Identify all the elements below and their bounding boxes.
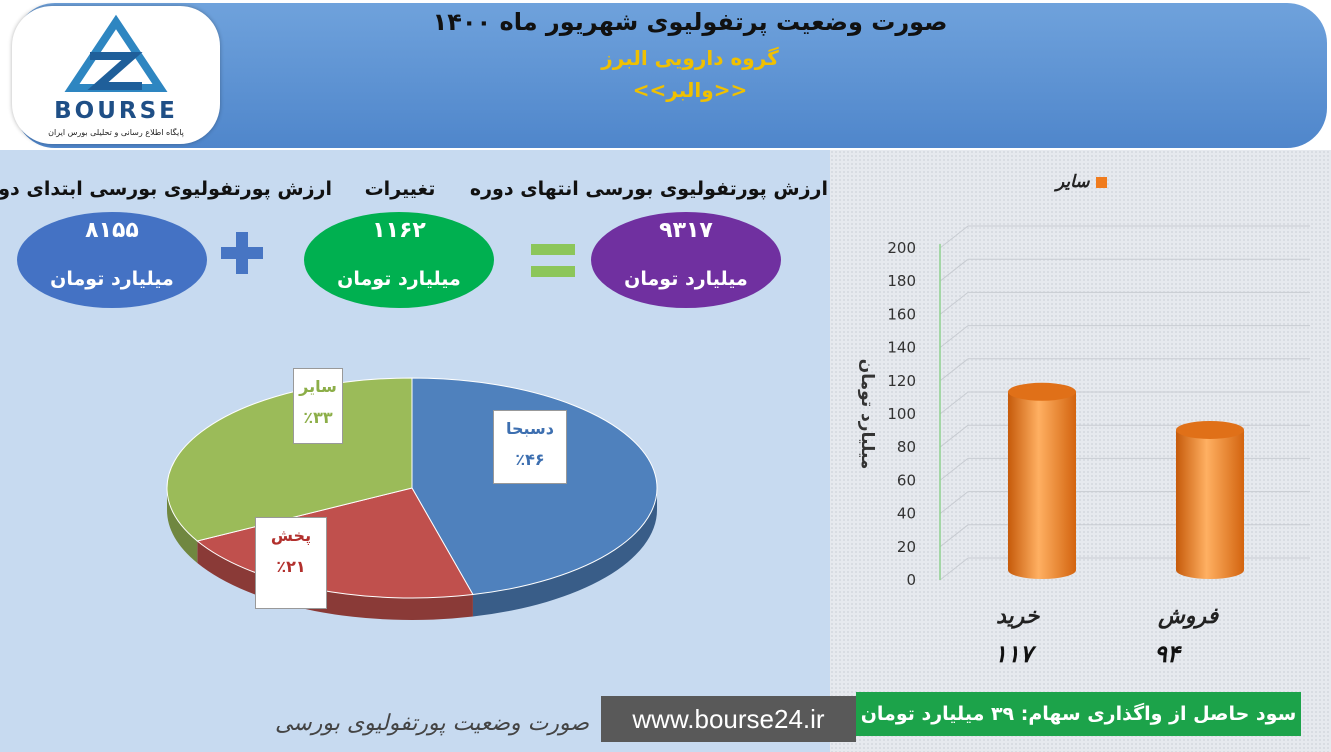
y-tick-label: 180	[887, 272, 916, 290]
pie-slice-سایر	[166, 377, 413, 542]
pie-label-پخش: پخش ٪۲۱	[255, 517, 327, 609]
footer-title: صورت وضعیت پورتفولیوی بورسی	[274, 711, 590, 736]
website-link[interactable]: www.bourse24.ir	[601, 696, 856, 742]
end-value-unit: میلیارد تومان	[624, 268, 748, 290]
y-tick-label: 20	[897, 538, 916, 556]
pie-label-دسبحا: دسبحا ٪۴۶	[493, 410, 567, 484]
change-value: ۱۱۶۲	[372, 218, 426, 243]
pie-label-value: ٪۴۶	[515, 450, 545, 469]
pie-label-name: دسبحا	[505, 419, 554, 438]
start-value: ۸۱۵۵	[85, 218, 139, 243]
grid-diag	[939, 557, 969, 581]
company-symbol: <<والبر>>	[632, 78, 748, 102]
page-title: صورت وضعیت پرتفولیوی شهریور ماه ۱۴۰۰	[432, 8, 948, 36]
bar-top-فروش	[1176, 420, 1244, 439]
bar-category-buy: خرید	[996, 604, 1040, 629]
grid-diag	[939, 358, 969, 382]
logo-subtitle: پایگاه اطلاع رسانی و تحلیلی بورس ایران	[48, 128, 184, 137]
grid-diag	[939, 292, 969, 315]
bar-value-sell: ۹۴	[1154, 640, 1180, 668]
pie-label-value: ٪۲۱	[276, 557, 306, 576]
pie-side-پخش	[197, 540, 473, 620]
start-value-unit: میلیارد تومان	[50, 268, 174, 290]
y-tick-label: 0	[906, 571, 916, 589]
pie-slice-دسبحا	[411, 377, 658, 596]
grid-diag	[939, 258, 969, 282]
grid-diag	[939, 225, 969, 249]
pie-chart	[166, 377, 658, 620]
y-tick-label: 40	[897, 505, 916, 523]
pie-label-value: ٪۳۳	[303, 408, 333, 427]
equals-icon	[531, 244, 575, 278]
grid-diag	[939, 524, 969, 548]
grid-diag	[939, 458, 969, 481]
end-value-label: ارزش پورتفولیوی بورسی انتهای دوره	[469, 178, 828, 200]
grid-diag	[939, 391, 969, 415]
change-value-unit: میلیارد تومان	[337, 268, 461, 290]
bar-خرید	[1008, 391, 1076, 579]
end-value: ۹۳۱۷	[659, 218, 713, 243]
start-value-label: ارزش پورتفولیوی بورسی ابتدای دوره	[0, 178, 332, 200]
y-tick-label: 100	[887, 405, 916, 423]
change-value-oval: ۱۱۶۲ میلیارد تومان	[304, 212, 494, 308]
grid-diag	[939, 325, 969, 348]
legend-label: سایر	[1056, 172, 1090, 192]
change-label: تغییرات	[364, 178, 436, 200]
y-tick-label: 160	[887, 305, 916, 323]
bar-category-sell: فروش	[1158, 604, 1219, 629]
end-value-oval: ۹۳۱۷ میلیارد تومان	[591, 212, 781, 308]
bar-chart: 0 20 40 60 80 100 120 140 160 180 200 میلیارد تومان	[857, 225, 1310, 589]
y-axis-label: میلیارد تومان	[857, 359, 877, 470]
bar-legend: سایر	[1056, 172, 1107, 192]
grid-diag	[939, 491, 969, 514]
right-panel	[830, 150, 1331, 752]
bar-top-خرید	[1008, 382, 1076, 401]
pie-side-سایر	[167, 488, 198, 563]
y-tick-label: 200	[887, 239, 916, 257]
company-name: گروه دارویی البرز	[601, 46, 779, 70]
y-tick-label: 60	[897, 471, 916, 489]
logo: BOURSE پایگاه اطلاع رسانی و تحلیلی بورس …	[12, 6, 220, 144]
legend-swatch	[1095, 176, 1107, 188]
y-tick-label: 80	[897, 438, 916, 456]
pie-side-دسبحا	[472, 488, 657, 617]
y-tick-label: 140	[887, 339, 916, 357]
header-banner	[15, 3, 1327, 148]
start-value-oval: ۸۱۵۵ میلیارد تومان	[17, 212, 207, 308]
y-tick-label: 120	[887, 372, 916, 390]
plus-icon	[221, 232, 263, 274]
bar-فروش	[1176, 429, 1244, 579]
grid-diag	[939, 424, 969, 448]
pie-label-name: پخش	[270, 526, 312, 545]
pie-label-سایر: سایر ٪۳۳	[293, 368, 343, 444]
bar-value-buy: ۱۱۷	[994, 640, 1033, 668]
logo-text: BOURSE	[54, 98, 178, 124]
profit-banner: سود حاصل از واگذاری سهام: ۳۹ میلیارد توم…	[856, 692, 1301, 736]
logo-mark-icon	[64, 14, 168, 92]
pie-label-name: سایر	[299, 377, 337, 396]
